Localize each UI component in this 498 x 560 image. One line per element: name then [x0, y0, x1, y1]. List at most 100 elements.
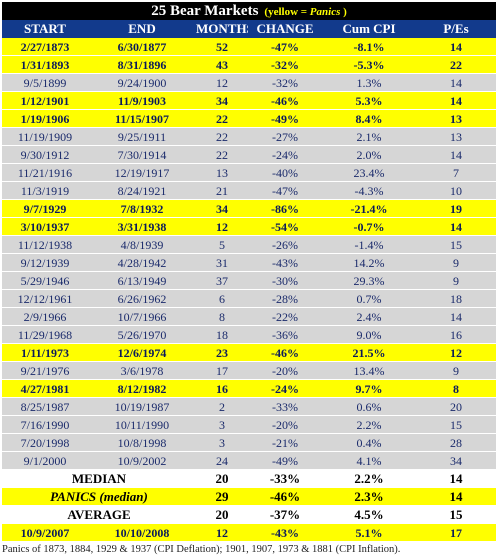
latest-change: -43%	[271, 526, 299, 540]
table-row: 1/12/1901 11/9/1903 34 -46% 5.3% 14	[2, 92, 496, 110]
table-row: 11/21/1916 12/19/1917 13 -40% 23.4% 7	[2, 164, 496, 182]
cell-end: 10/11/1990	[114, 418, 170, 432]
cell-start: 12/12/1961	[17, 292, 73, 306]
table-row: 9/7/1929 7/8/1932 34 -86% -21.4% 19	[2, 200, 496, 218]
cell-cum-cpi: -0.7%	[353, 220, 385, 234]
cell-cum-cpi: 8.4%	[355, 112, 383, 126]
cell-pe: 9	[453, 364, 459, 378]
table-row: 9/21/1976 3/6/1978 17 -20% 13.4% 9	[2, 362, 496, 380]
cell-months: 2	[219, 400, 225, 414]
cell-months: 13	[216, 166, 228, 180]
table-row: 4/27/1981 8/12/1982 16 -24% 9.7% 8	[2, 380, 496, 398]
cell-pe: 8	[453, 382, 459, 396]
cell-months: 17	[216, 364, 228, 378]
cell-cum-cpi: -4.3%	[354, 184, 384, 198]
panics-median-label-word: PANICS	[50, 489, 97, 504]
cell-pe: 14	[450, 76, 462, 90]
title-note-prefix: (yellow =	[264, 6, 310, 18]
cell-end: 10/19/1987	[114, 400, 170, 414]
average-pe: 15	[449, 507, 463, 522]
cell-pe: 18	[450, 292, 462, 306]
cell-start: 8/25/1987	[20, 400, 70, 414]
cell-months: 52	[216, 40, 228, 54]
footnote: Panics of 1873, 1884, 1929 & 1937 (CPI D…	[2, 544, 401, 555]
cell-months: 34	[216, 202, 228, 216]
cell-change: -49%	[272, 454, 298, 468]
cell-months: 6	[219, 292, 225, 306]
cell-end: 8/31/1896	[117, 58, 167, 72]
table-row: 12/12/1961 6/26/1962 6 -28% 0.7% 18	[2, 290, 496, 308]
cell-end: 3/6/1978	[120, 364, 164, 378]
table-row: 9/30/1912 7/30/1914 22 -24% 2.0% 14	[2, 146, 496, 164]
cell-end: 6/13/1949	[117, 274, 167, 288]
cell-start: 11/29/1968	[17, 328, 73, 342]
table-row: 9/12/1939 4/28/1942 31 -43% 14.2% 9	[2, 254, 496, 272]
cell-months: 5	[219, 238, 225, 252]
cell-end: 6/30/1877	[117, 40, 167, 54]
panics-median-label: PANICS (median)	[2, 488, 196, 505]
cell-pe: 14	[450, 220, 462, 234]
cell-change: -47%	[271, 40, 299, 54]
cell-months: 34	[216, 94, 228, 108]
title-note-suffix: )	[340, 6, 347, 18]
cell-change: -21%	[272, 436, 298, 450]
cell-cum-cpi: 5.3%	[355, 94, 383, 108]
cell-end: 9/25/1911	[117, 130, 167, 144]
cell-months: 12	[216, 220, 228, 234]
cell-cum-cpi: 9.0%	[356, 328, 382, 342]
cell-change: -24%	[272, 148, 298, 162]
cell-end: 8/12/1982	[117, 382, 167, 396]
cell-change: -40%	[272, 166, 298, 180]
cell-change: -46%	[271, 94, 299, 108]
cell-end: 8/24/1921	[117, 184, 167, 198]
table-title-bar: 25 Bear Markets (yellow = Panics )	[2, 2, 496, 20]
cell-cum-cpi: -5.3%	[353, 58, 385, 72]
column-header-row: START END MONTHS CHANGE Cum CPI P/Es	[2, 20, 496, 38]
latest-bear-market-row: 10/9/2007 10/10/2008 12 -43% 5.1% 17	[2, 524, 496, 542]
cell-pe: 34	[450, 454, 462, 468]
cell-end: 11/15/1907	[114, 112, 169, 126]
cell-start: 11/3/1919	[20, 184, 70, 198]
cell-cum-cpi: 0.6%	[356, 400, 382, 414]
cell-pe: 20	[450, 400, 462, 414]
panics-median-change: -46%	[269, 489, 301, 504]
table-row: 11/3/1919 8/24/1921 21 -47% -4.3% 10	[2, 182, 496, 200]
cell-change: -32%	[271, 58, 299, 72]
table-row: 1/19/1906 11/15/1907 22 -49% 8.4% 13	[2, 110, 496, 128]
cell-pe: 9	[453, 274, 459, 288]
cell-change: -30%	[272, 274, 298, 288]
cell-cum-cpi: 14.2%	[353, 256, 385, 270]
cell-start: 9/5/1899	[23, 76, 67, 90]
cell-start: 1/12/1901	[20, 94, 70, 108]
cell-pe: 13	[450, 130, 462, 144]
cell-start: 9/7/1929	[23, 202, 67, 216]
median-change: -33%	[269, 471, 301, 486]
cell-end: 3/31/1938	[117, 220, 167, 234]
table-row: 3/10/1937 3/31/1938 12 -54% -0.7% 14	[2, 218, 496, 236]
cell-change: -33%	[272, 400, 298, 414]
cell-change: -49%	[271, 112, 299, 126]
cell-start: 1/19/1906	[20, 112, 70, 126]
cell-cum-cpi: 23.4%	[353, 166, 385, 180]
cell-start: 1/11/1973	[20, 346, 69, 360]
cell-pe: 15	[450, 238, 462, 252]
cell-start: 7/20/1998	[20, 436, 70, 450]
cell-cum-cpi: 9.7%	[355, 382, 383, 396]
cell-pe: 15	[450, 418, 462, 432]
latest-start: 10/9/2007	[20, 526, 70, 540]
cell-pe: 9	[453, 256, 459, 270]
cell-pe: 28	[450, 436, 462, 450]
panics-median-pe: 14	[449, 489, 463, 504]
table-row: 7/16/1990 10/11/1990 3 -20% 2.2% 15	[2, 416, 496, 434]
average-cpi: 4.5%	[354, 507, 384, 522]
column-header-change: CHANGE	[256, 21, 314, 36]
table-row: 5/29/1946 6/13/1949 37 -30% 29.3% 9	[2, 272, 496, 290]
cell-months: 3	[219, 418, 225, 432]
cell-start: 2/9/1966	[23, 310, 67, 324]
table-row: 9/5/1899 9/24/1900 12 -32% 1.3% 14	[2, 74, 496, 92]
table-row: 2/9/1966 10/7/1966 8 -22% 2.4% 14	[2, 308, 496, 326]
cell-end: 4/28/1942	[117, 256, 167, 270]
cell-start: 2/27/1873	[20, 40, 70, 54]
cell-pe: 14	[450, 40, 462, 54]
cell-end: 11/9/1903	[117, 94, 166, 108]
